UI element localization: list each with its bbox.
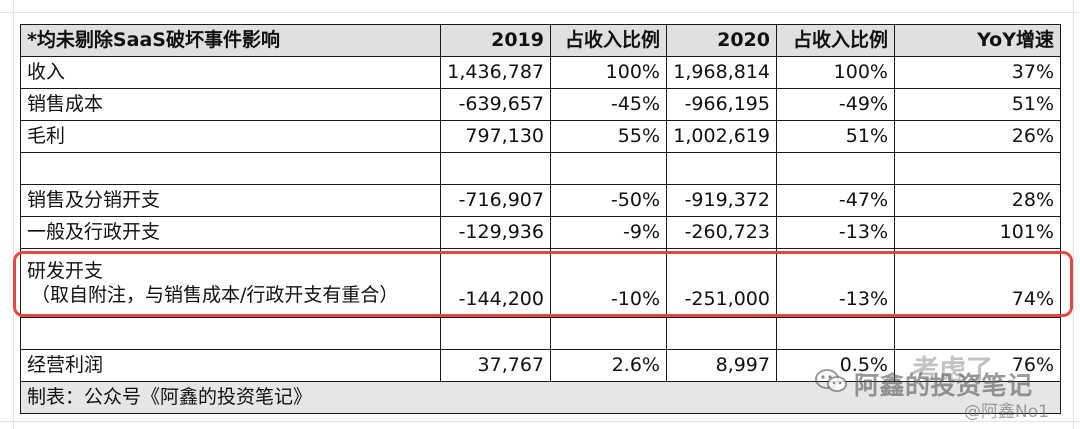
row-label[interactable]: 一般及行政开支 [20,216,441,249]
sheet-gridline [1073,0,1074,429]
cell-2020[interactable]: -251,000 [666,248,777,318]
cell-ratio-2019[interactable]: -45% [550,88,667,121]
row-label[interactable]: 销售及分销开支 [20,184,441,217]
empty-cell[interactable] [666,152,777,185]
cell-ratio-2019[interactable]: -50% [550,184,667,217]
row-label[interactable]: 研发开支 （取自附注，与销售成本/行政开支有重合） [20,248,441,318]
table-row-revenue: 收入 1,436,787 100% 1,968,814 100% 37% [20,56,1061,89]
cell-yoy[interactable]: 51% [894,88,1061,121]
table-row-gross-profit: 毛利 797,130 55% 1,002,619 51% 26% [20,120,1061,153]
table-row-rd-expenses: 研发开支 （取自附注，与销售成本/行政开支有重合） -144,200 -10% … [20,248,1061,318]
table-row-selling-expenses: 销售及分销开支 -716,907 -50% -919,372 -47% 28% [20,184,1061,217]
cell-yoy[interactable]: 74% [894,248,1061,318]
cell-ratio-2019[interactable]: 2.6% [550,349,667,382]
empty-cell[interactable] [20,317,441,350]
cell-2019[interactable]: 1,436,787 [440,56,551,89]
wechat-icon [815,369,847,392]
empty-cell[interactable] [776,317,895,350]
cell-ratio-2019[interactable]: 100% [550,56,667,89]
cell-ratio-2020[interactable]: -47% [776,184,895,217]
table-row-blank [20,152,1061,185]
table-row-cost-of-sales: 销售成本 -639,657 -45% -966,195 -49% 51% [20,88,1061,121]
cell-2020[interactable]: 1,002,619 [666,120,777,153]
cell-ratio-2019[interactable]: 55% [550,120,667,153]
row-label[interactable]: 销售成本 [20,88,441,121]
watermark-top-text: 考虑了 [912,355,993,386]
table-row-admin-expenses: 一般及行政开支 -129,936 -9% -260,723 -13% 101% [20,216,1061,249]
cell-yoy[interactable]: 101% [894,216,1061,249]
empty-cell[interactable] [20,152,441,185]
cell-yoy[interactable]: 28% [894,184,1061,217]
cell-2019[interactable]: -129,936 [440,216,551,249]
cell-yoy[interactable]: 37% [894,56,1061,89]
watermark-main-text: 阿鑫的投资笔记 [854,371,1033,400]
header-cell-ratio-2019[interactable]: 占收入比例 [550,24,667,57]
cell-2020[interactable]: -966,195 [666,88,777,121]
table-header-row: *均未剔除SaaS破坏事件影响 2019 占收入比例 2020 占收入比例 Yo… [20,24,1061,57]
cell-ratio-2019[interactable]: -9% [550,216,667,249]
sheet-gridline [0,12,1080,13]
table-source-note[interactable]: 制表：公众号《阿鑫的投资笔记》 [20,381,1061,414]
cell-ratio-2020[interactable]: -49% [776,88,895,121]
cell-2019[interactable]: -639,657 [440,88,551,121]
empty-cell[interactable] [440,317,551,350]
table-row-operating-profit: 经营利润 37,767 2.6% 8,997 0.5% 76% [20,349,1061,382]
empty-cell[interactable] [894,152,1061,185]
table-row-blank [20,317,1061,350]
empty-cell[interactable] [550,317,667,350]
row-label[interactable]: 毛利 [20,120,441,153]
header-cell-2020[interactable]: 2020 [666,24,777,57]
header-cell-yoy[interactable]: YoY增速 [894,24,1061,57]
header-cell-ratio-2020[interactable]: 占收入比例 [776,24,895,57]
cell-2019[interactable]: -144,200 [440,248,551,318]
header-cell-2019[interactable]: 2019 [440,24,551,57]
table-footer-row: 制表：公众号《阿鑫的投资笔记》 [20,381,1061,414]
cell-2019[interactable]: -716,907 [440,184,551,217]
row-label[interactable]: 收入 [20,56,441,89]
empty-cell[interactable] [776,152,895,185]
cell-2020[interactable]: -260,723 [666,216,777,249]
header-cell-note[interactable]: *均未剔除SaaS破坏事件影响 [20,24,441,57]
sheet-gridline [13,0,14,429]
financial-table: *均未剔除SaaS破坏事件影响 2019 占收入比例 2020 占收入比例 Yo… [20,24,1061,414]
sheet-gridline [0,421,1080,422]
cell-2020[interactable]: 1,968,814 [666,56,777,89]
cell-2019[interactable]: 37,767 [440,349,551,382]
cell-2020[interactable]: -919,372 [666,184,777,217]
row-label[interactable]: 经营利润 [20,349,441,382]
watermark-handle: @阿鑫No1 [964,402,1049,422]
cell-ratio-2020[interactable]: 51% [776,120,895,153]
cell-2020[interactable]: 8,997 [666,349,777,382]
rd-label: 研发开支 [27,260,104,282]
rd-note: （取自附注，与销售成本/行政开支有重合） [31,284,399,306]
cell-ratio-2020[interactable]: -13% [776,248,895,318]
empty-cell[interactable] [550,152,667,185]
cell-yoy[interactable]: 26% [894,120,1061,153]
empty-cell[interactable] [666,317,777,350]
empty-cell[interactable] [440,152,551,185]
cell-ratio-2019[interactable]: -10% [550,248,667,318]
cell-ratio-2020[interactable]: 100% [776,56,895,89]
empty-cell[interactable] [894,317,1061,350]
cell-ratio-2020[interactable]: -13% [776,216,895,249]
cell-2019[interactable]: 797,130 [440,120,551,153]
